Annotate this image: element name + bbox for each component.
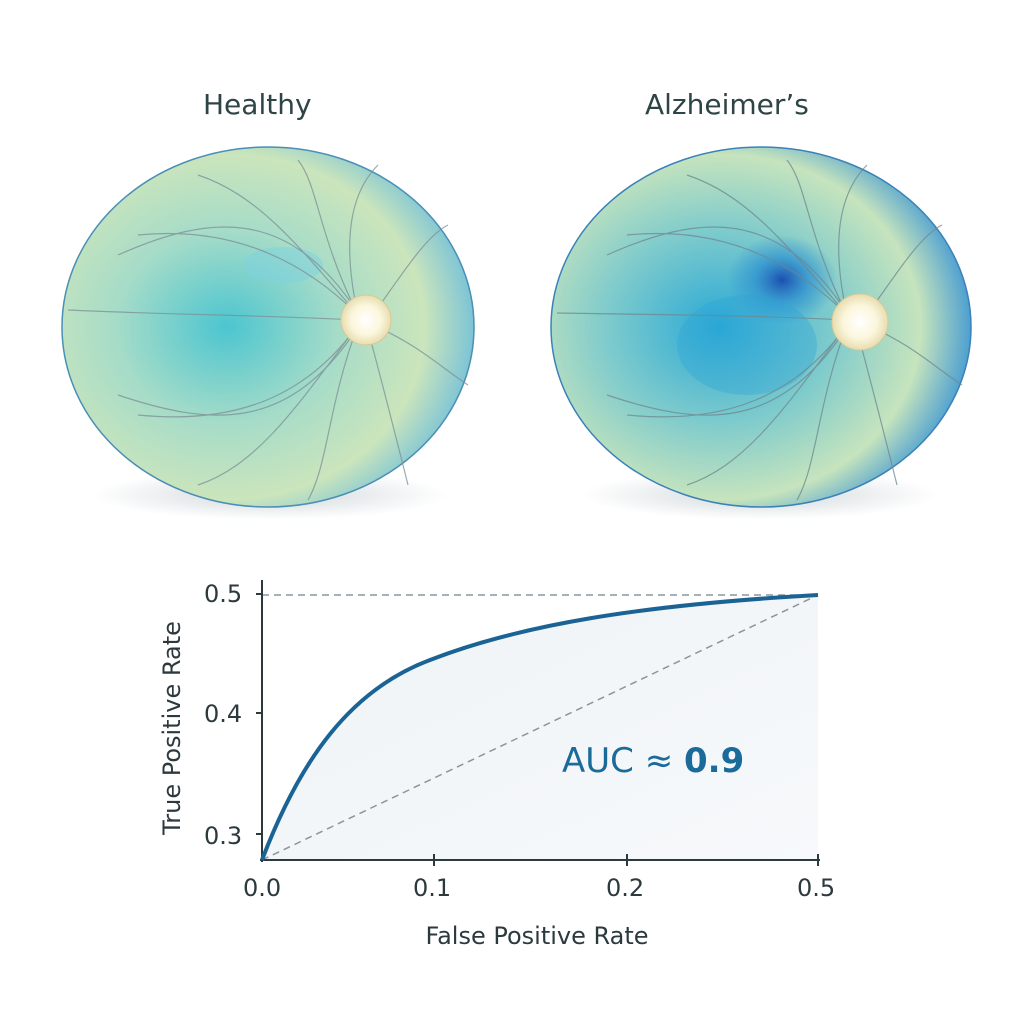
healthy-retina-image [61,146,475,508]
x-tick-2: 0.2 [606,874,644,902]
y-axis-label: True Positive Rate [158,621,186,836]
x-tick-1: 0.1 [413,874,451,902]
auc-value: 0.9 [684,741,744,781]
roc-curve [260,593,819,861]
x-tick-3: 0.5 [797,874,835,902]
alzheimers-vessels [556,159,963,501]
roc-chart: 0.5 0.4 0.3 0.0 0.1 0.2 0.5 False Positi… [158,580,835,950]
healthy-title: Healthy [203,88,312,121]
healthy-vessels [67,159,469,501]
x-axis-label: False Positive Rate [425,922,648,950]
auc-prefix: AUC ≈ [562,741,684,781]
healthy-fundus [61,146,475,508]
auc-annotation: AUC ≈ 0.9 [562,741,744,781]
alzheimers-retina-image [550,146,972,508]
healthy-optic-disc [340,294,392,346]
y-tick-2: 0.3 [204,822,242,850]
y-tick-1: 0.4 [204,700,242,728]
chance-diagonal [261,594,819,861]
alzheimers-optic-disc [831,293,889,351]
alzheimers-title: Alzheimer’s [645,88,809,121]
x-tick-0: 0.0 [243,874,281,902]
amyloid-hotspot [727,235,837,325]
y-tick-0: 0.5 [204,580,242,608]
